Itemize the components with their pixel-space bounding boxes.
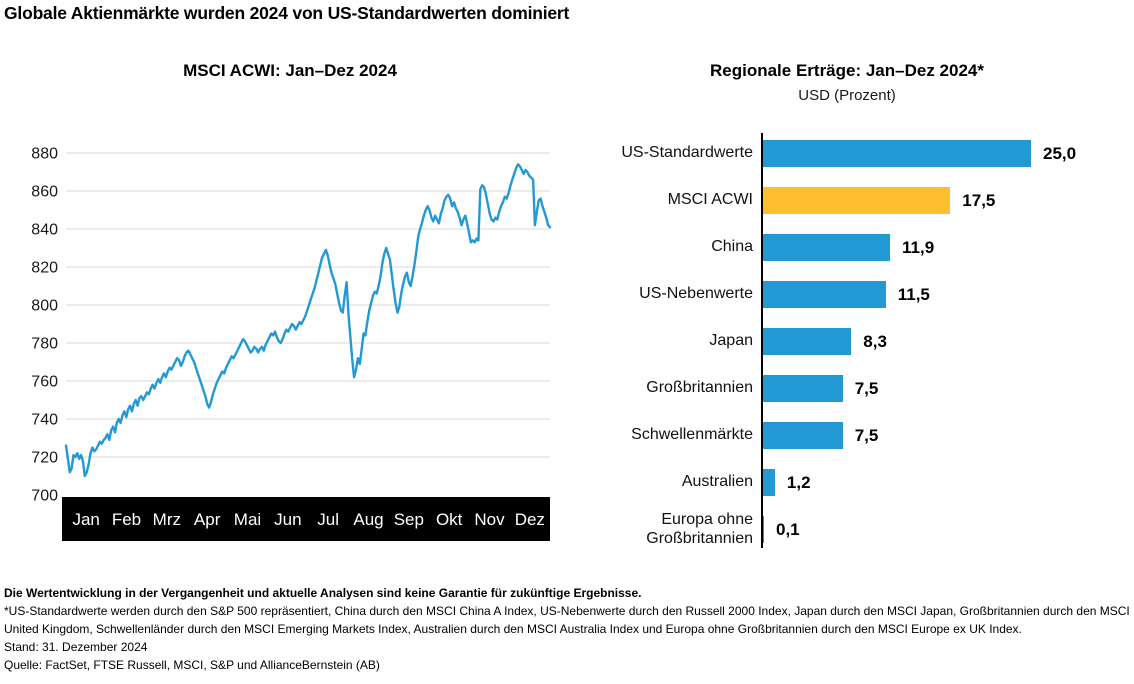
y-axis-tick-label: 880	[31, 146, 58, 163]
x-axis-month-label: Aug	[353, 510, 383, 529]
bar-track: 25,0	[762, 130, 1076, 177]
x-axis-month-label: Jun	[274, 510, 301, 529]
bar	[762, 328, 852, 355]
x-axis-month-label: Jul	[317, 510, 339, 529]
y-axis-tick-label: 720	[31, 450, 58, 467]
bar-value-label: 17,5	[962, 190, 996, 210]
bar-track: 11,9	[762, 224, 934, 271]
bar-track: 8,3	[762, 318, 887, 365]
bar-value-label: 11,9	[902, 237, 935, 257]
bar-chart-subtitle: USD (Prozent)	[798, 87, 896, 104]
bar-category-label: Japan	[709, 332, 753, 350]
bar-value-label: 25,0	[1043, 143, 1077, 163]
bar-chart: US-Standardwerte 25,0 MSCI ACWI 17,5 China 11…	[560, 130, 1134, 553]
bar	[762, 281, 886, 308]
bar-row: Japan 8,3	[560, 318, 1134, 365]
bar-track: 11,5	[762, 271, 930, 318]
bar-row: US-Standardwerte 25,0	[560, 130, 1134, 177]
y-axis-tick-label: 780	[31, 336, 58, 353]
y-axis-tick-label: 740	[31, 412, 58, 429]
bar-category-label: US-Nebenwerte	[639, 285, 753, 303]
bar-value-label: 8,3	[863, 331, 887, 351]
footer-date: Stand: 31. Dezember 2024	[4, 640, 148, 654]
page-title: Globale Aktienmärkte wurden 2024 von US-…	[4, 3, 570, 23]
bar	[762, 375, 843, 402]
bar-value-label: 0,1	[776, 519, 800, 539]
bar-value-label: 1,2	[786, 472, 811, 492]
bar-row: China 11,9	[560, 224, 1134, 271]
bar-category-label: Australien	[681, 473, 753, 491]
bar-category-label: Schwellenmärkte	[631, 426, 753, 444]
bar	[762, 234, 891, 261]
bar	[762, 516, 764, 543]
bar-category-label: US-Standardwerte	[621, 144, 753, 162]
bar-category-label: MSCI ACWI	[667, 191, 753, 209]
bar-value-label: 7,5	[854, 425, 879, 445]
x-axis-month-label: Mai	[234, 510, 261, 529]
line-chart-title: MSCI ACWI: Jan–Dez 2024	[183, 61, 397, 80]
x-axis-month-label: Okt	[436, 510, 463, 529]
line-chart: 880 860 840 820 800 780 760 740 720 700 Jan Feb Mrz A…	[31, 146, 552, 541]
bar-row: Australien 1,2	[560, 459, 1134, 506]
bar-row: MSCI ACWI 17,5	[560, 177, 1134, 224]
y-axis-tick-label: 820	[31, 260, 58, 277]
bar	[762, 140, 1031, 167]
footer-source: Quelle: FactSet, FTSE Russell, MSCI, S&P…	[4, 658, 380, 672]
bar-track: 0,1	[762, 506, 800, 553]
bar-value-label: 11,5	[897, 284, 930, 304]
y-axis-tick-label: 840	[31, 222, 58, 239]
bar	[762, 422, 843, 449]
x-axis-month-label: Sep	[394, 510, 424, 529]
bar-track: 7,5	[762, 412, 878, 459]
x-axis-month-label: Dez	[515, 510, 545, 529]
footer-disclaimer: Die Wertentwicklung in der Vergangenheit…	[4, 586, 642, 600]
x-axis-month-label: Apr	[194, 510, 221, 529]
bar	[762, 469, 775, 496]
msci-acwi-line	[64, 163, 552, 478]
bar-category-label: Europa ohne Großbritannien	[646, 511, 753, 547]
bar-track: 17,5	[762, 177, 995, 224]
bar	[762, 187, 951, 214]
x-axis-month-label: Nov	[474, 510, 505, 529]
y-axis-tick-label: 760	[31, 374, 58, 391]
bar-row: Europa ohne Großbritannien 0,1	[560, 506, 1134, 553]
x-axis-month-label: Jan	[72, 510, 99, 529]
bar-chart-axis-line	[761, 133, 763, 548]
x-axis-band	[62, 497, 550, 541]
footer: Die Wertentwicklung in der Vergangenheit…	[4, 584, 1130, 674]
bar-chart-title: Regionale Erträge: Jan–Dez 2024*	[709, 61, 984, 80]
bar-value-label: 7,5	[854, 378, 879, 398]
x-axis-month-label: Feb	[112, 510, 141, 529]
bar-track: 1,2	[762, 459, 811, 506]
bar-track: 7,5	[762, 365, 878, 412]
bar-row: Schwellenmärkte 7,5	[560, 412, 1134, 459]
x-axis-month-label: Mrz	[153, 510, 181, 529]
y-axis-tick-label: 800	[31, 298, 58, 315]
bar-category-label: China	[711, 238, 753, 256]
footer-footnote: *US-Standardwerte werden durch den S&P 5…	[4, 604, 1130, 636]
bar-category-label: Großbritannien	[646, 379, 753, 397]
bar-row: US-Nebenwerte 11,5	[560, 271, 1134, 318]
bar-row: Großbritannien 7,5	[560, 365, 1134, 412]
y-axis-tick-label: 860	[31, 184, 58, 201]
y-axis-tick-label: 700	[31, 488, 58, 505]
